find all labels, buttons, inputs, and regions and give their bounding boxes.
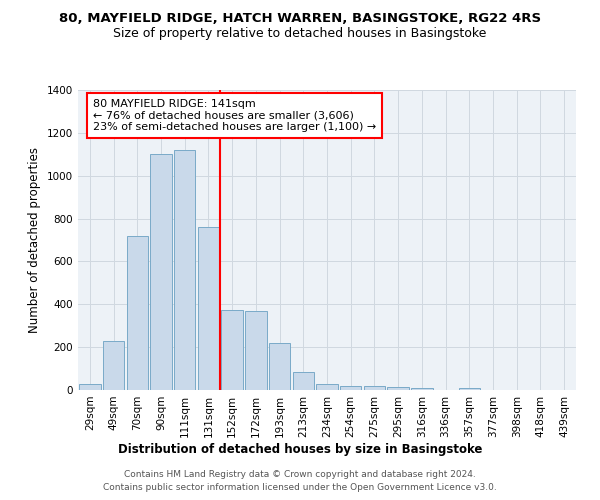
Text: Distribution of detached houses by size in Basingstoke: Distribution of detached houses by size … [118, 442, 482, 456]
Bar [151, 154, 172, 390]
Bar [103, 340, 124, 390]
Text: 80 MAYFIELD RIDGE: 141sqm
← 76% of detached houses are smaller (3,606)
23% of se: 80 MAYFIELD RIDGE: 141sqm ← 76% of detac… [93, 99, 376, 132]
Bar [316, 384, 338, 390]
Text: Contains public sector information licensed under the Open Government Licence v3: Contains public sector information licen… [103, 482, 497, 492]
Bar [127, 236, 148, 390]
Bar [245, 310, 266, 390]
Bar [293, 372, 314, 390]
Bar [221, 310, 243, 390]
Text: 80, MAYFIELD RIDGE, HATCH WARREN, BASINGSTOKE, RG22 4RS: 80, MAYFIELD RIDGE, HATCH WARREN, BASING… [59, 12, 541, 26]
Bar [364, 386, 385, 390]
Bar [174, 150, 196, 390]
Bar [340, 386, 361, 390]
Text: Size of property relative to detached houses in Basingstoke: Size of property relative to detached ho… [113, 28, 487, 40]
Bar [388, 387, 409, 390]
Bar [198, 227, 219, 390]
Bar [458, 388, 480, 390]
Bar [269, 343, 290, 390]
Bar [79, 384, 101, 390]
Bar [411, 388, 433, 390]
Text: Contains HM Land Registry data © Crown copyright and database right 2024.: Contains HM Land Registry data © Crown c… [124, 470, 476, 479]
Y-axis label: Number of detached properties: Number of detached properties [28, 147, 41, 333]
